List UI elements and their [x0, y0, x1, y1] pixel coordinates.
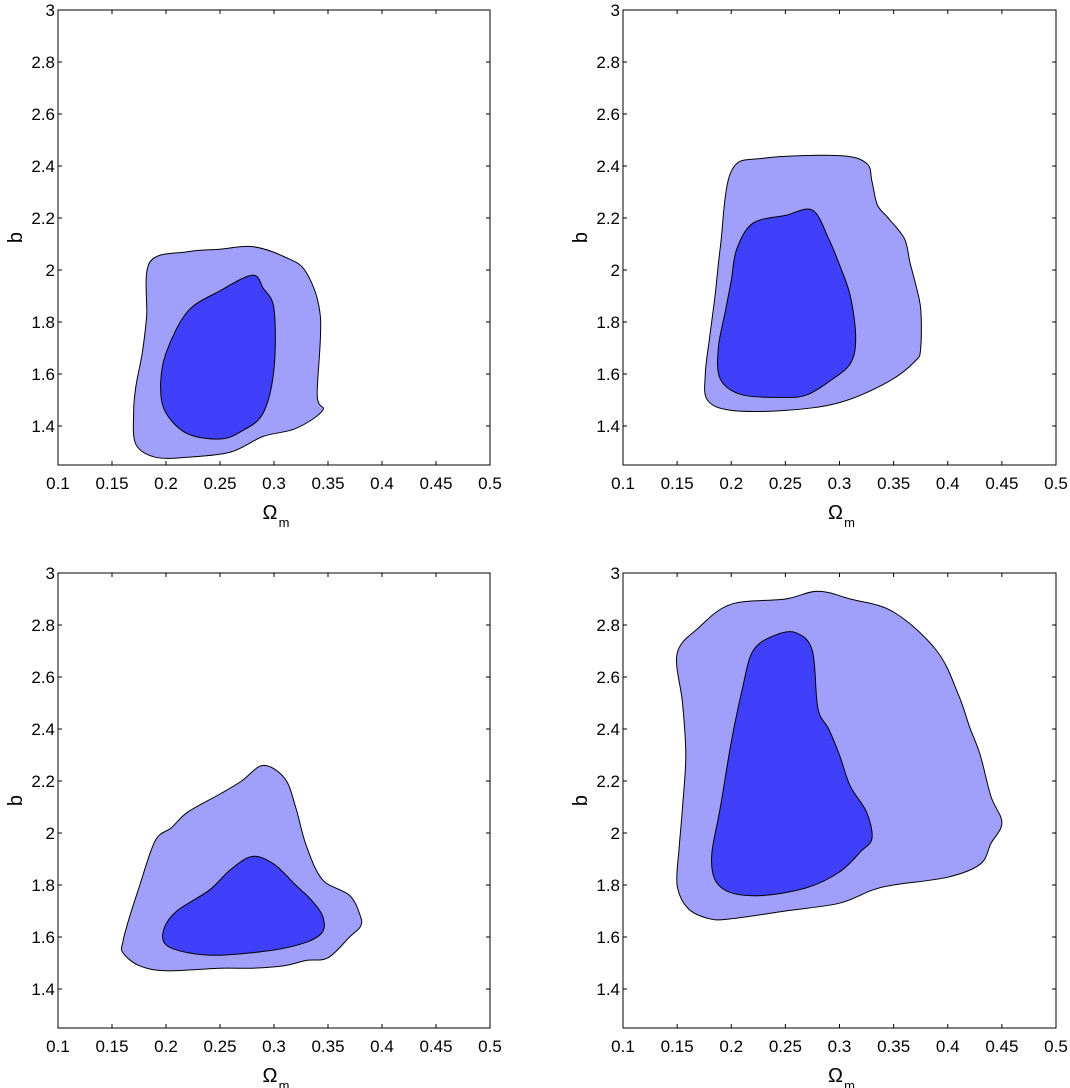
y-tick-label: 2: [611, 261, 620, 280]
y-tick-label: 2.2: [596, 209, 620, 228]
y-axis-label: b: [5, 795, 27, 806]
x-tick-label: 0.5: [478, 1037, 502, 1056]
y-tick-label: 2.6: [596, 668, 620, 687]
x-tick-label: 0.25: [769, 474, 802, 493]
y-tick-label: 2: [611, 824, 620, 843]
chart-panel-1: 0.1 0.15 0.2 0.25 0.3 0.35 0.4 0.45 0.5 1.4 1.6 1.8…: [5, 1, 502, 530]
x-tick-label: 0.15: [95, 1037, 128, 1056]
x-tick-label: 0.45: [985, 474, 1018, 493]
x-axis-label-subscript: m: [844, 1078, 855, 1088]
x-tick-label: 0.4: [370, 1037, 394, 1056]
x-tick-label: 0.1: [46, 474, 70, 493]
y-axis-label: b: [5, 232, 27, 243]
y-tick-label: 1.4: [596, 417, 620, 436]
y-tick-label: 1.6: [596, 365, 620, 384]
y-tick-label: 2.6: [31, 105, 55, 124]
x-tick-label: 0.35: [877, 1037, 910, 1056]
y-tick-label: 2.4: [31, 157, 55, 176]
x-tick-label: 0.35: [311, 1037, 344, 1056]
x-tick-label: 0.25: [203, 474, 236, 493]
x-tick-label: 0.25: [769, 1037, 802, 1056]
x-tick-label: 0.2: [719, 1037, 743, 1056]
chart-panel-3: 0.1 0.15 0.2 0.25 0.3 0.35 0.4 0.45 0.5 1.4 1.6 1.8…: [5, 564, 502, 1088]
y-tick-label: 2: [46, 824, 55, 843]
x-tick-label: 0.5: [478, 474, 502, 493]
y-tick-label: 1.4: [596, 980, 620, 999]
y-tick-label: 2.8: [596, 53, 620, 72]
y-tick-label: 2.8: [31, 53, 55, 72]
x-tick-label: 0.5: [1044, 1037, 1068, 1056]
x-tick-label: 0.15: [661, 474, 694, 493]
y-tick-label: 2.4: [596, 157, 620, 176]
x-tick-label: 0.1: [611, 1037, 635, 1056]
y-tick-label: 3: [611, 1, 620, 20]
y-tick-label: 2.4: [596, 720, 620, 739]
y-tick-label: 3: [611, 564, 620, 583]
y-axis-label: b: [570, 795, 592, 806]
x-tick-label: 0.15: [95, 474, 128, 493]
y-tick-label: 1.6: [31, 365, 55, 384]
x-axis-label-subscript: m: [844, 515, 855, 530]
x-axis-label: Ω: [263, 1065, 278, 1087]
y-tick-label: 1.6: [31, 928, 55, 947]
chart-panel-4: 0.1 0.15 0.2 0.25 0.3 0.35 0.4 0.45 0.5 1.4 1.6 1.8…: [570, 564, 1068, 1088]
y-tick-label: 3: [46, 1, 55, 20]
y-tick-label: 2.2: [31, 772, 55, 791]
y-tick-label: 1.4: [31, 980, 55, 999]
y-tick-label: 1.6: [596, 928, 620, 947]
x-tick-label: 0.1: [46, 1037, 70, 1056]
y-tick-label: 2.4: [31, 720, 55, 739]
x-tick-label: 0.35: [311, 474, 344, 493]
x-tick-label: 0.5: [1044, 474, 1068, 493]
y-tick-label: 2.8: [596, 616, 620, 635]
x-tick-label: 0.4: [936, 474, 960, 493]
y-tick-label: 3: [46, 564, 55, 583]
y-tick-label: 2.2: [596, 772, 620, 791]
x-tick-label: 0.35: [877, 474, 910, 493]
x-tick-label: 0.3: [828, 474, 852, 493]
x-tick-label: 0.2: [719, 474, 743, 493]
x-axis-label-subscript: m: [279, 1078, 290, 1088]
x-axis-label-subscript: m: [279, 515, 290, 530]
y-tick-label: 1.8: [31, 313, 55, 332]
y-axis-label: b: [570, 232, 592, 243]
x-tick-label: 0.45: [419, 474, 452, 493]
y-tick-label: 2.8: [31, 616, 55, 635]
x-tick-label: 0.2: [154, 1037, 178, 1056]
x-tick-label: 0.45: [419, 1037, 452, 1056]
x-axis-label: Ω: [263, 502, 278, 524]
y-tick-label: 1.8: [596, 876, 620, 895]
x-tick-label: 0.15: [661, 1037, 694, 1056]
x-tick-label: 0.3: [828, 1037, 852, 1056]
contour-inner-panel-1: [160, 274, 276, 440]
contour-inner-panel-4: [710, 631, 873, 897]
y-tick-label: 1.8: [31, 876, 55, 895]
x-tick-label: 0.2: [154, 474, 178, 493]
x-tick-label: 0.3: [262, 474, 286, 493]
contour-inner-panel-2: [717, 208, 857, 398]
contour-inner-panel-3: [162, 855, 325, 956]
y-tick-label: 2: [46, 261, 55, 280]
x-tick-label: 0.25: [203, 1037, 236, 1056]
chart-panel-2: 0.1 0.15 0.2 0.25 0.3 0.35 0.4 0.45 0.5 1.4 1.6 1.8…: [570, 1, 1068, 530]
y-tick-label: 2.6: [596, 105, 620, 124]
x-axis-label: Ω: [828, 502, 843, 524]
x-tick-label: 0.3: [262, 1037, 286, 1056]
x-tick-label: 0.1: [611, 474, 635, 493]
y-tick-label: 2.6: [31, 668, 55, 687]
y-tick-label: 1.4: [31, 417, 55, 436]
x-tick-label: 0.45: [985, 1037, 1018, 1056]
x-tick-label: 0.4: [370, 474, 394, 493]
y-tick-label: 1.8: [596, 313, 620, 332]
y-tick-label: 2.2: [31, 209, 55, 228]
x-axis-label: Ω: [828, 1065, 843, 1087]
x-tick-label: 0.4: [936, 1037, 960, 1056]
